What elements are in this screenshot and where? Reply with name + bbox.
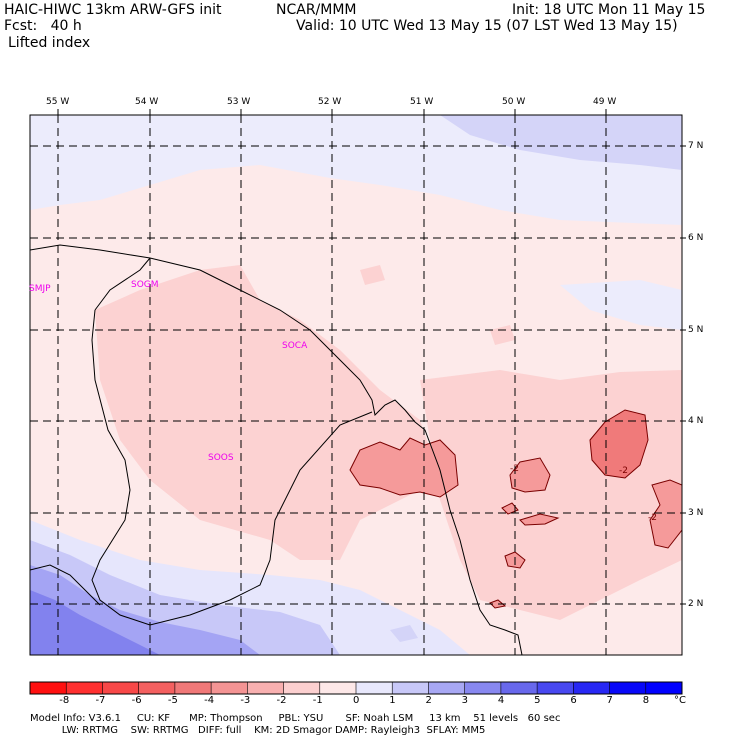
forecast-hour: Fcst: 40 h — [4, 18, 82, 34]
station-label: SOOS — [208, 453, 234, 463]
colorbar-tick-label: -7 — [95, 695, 106, 706]
negative-li-core-8 — [489, 599, 507, 609]
lat-label: 3 N — [688, 508, 704, 518]
negative-li-core-4 — [649, 479, 682, 549]
colorbar-swatch — [66, 682, 103, 694]
init-time: Init: 18 UTC Mon 11 May 15 — [512, 2, 706, 18]
border-south-west — [30, 564, 101, 606]
coastline — [30, 244, 523, 655]
colorbar-tick-label: -2 — [276, 695, 287, 706]
colorbar-tick-label: 5 — [534, 695, 541, 706]
graticule — [30, 115, 682, 655]
border-inner — [94, 257, 151, 311]
positive-li-region-northeast — [440, 115, 682, 170]
colorbar-tick-label: 3 — [461, 695, 469, 706]
organization: NCAR/MMM — [276, 2, 357, 18]
field-name: Lifted index — [8, 35, 91, 51]
colorbar-tick-label: -5 — [167, 695, 178, 706]
colorbar-tick-label: -6 — [131, 695, 142, 706]
colorbar-unit: °C — [674, 695, 686, 706]
lon-label: 54 W — [135, 97, 159, 107]
colorbar-swatch — [30, 682, 67, 694]
colorbar-swatch — [102, 682, 140, 694]
lat-label: 4 N — [688, 416, 704, 426]
lon-label: 53 W — [227, 97, 251, 107]
contour-label: -2 — [648, 513, 657, 523]
colorbar-swatch — [283, 682, 321, 694]
colorbar-swatch — [428, 682, 466, 694]
lon-label: 50 W — [502, 97, 526, 107]
negative-li-core-5 — [519, 513, 560, 526]
station-label: SOGM — [131, 280, 159, 290]
lat-label: 2 N — [688, 599, 704, 609]
map-frame — [29, 114, 683, 656]
border-west — [91, 309, 373, 626]
colorbar-tick-label: -3 — [240, 695, 251, 706]
contour-label: -2 — [510, 464, 519, 474]
colorbar-swatch — [319, 682, 357, 694]
colorbar-swatch — [356, 682, 393, 694]
positive-li-patch-south — [390, 625, 418, 642]
positive-li-patch-east — [560, 280, 682, 330]
negative-li-patch-north — [360, 265, 385, 285]
colorbar-swatch — [609, 682, 647, 694]
negative-li-core-6 — [501, 502, 519, 515]
lon-label: 49 W — [593, 97, 617, 107]
colorbar-tick-label: -4 — [204, 695, 215, 706]
negative-li-core-3 — [589, 409, 649, 479]
lat-label: 5 N — [688, 325, 704, 335]
colorbar-tick-label: 7 — [606, 695, 613, 706]
colorbar-swatch — [537, 682, 574, 694]
lon-label: 51 W — [410, 97, 434, 107]
colorbar-swatch — [174, 682, 212, 694]
colorbar-swatch — [138, 682, 176, 694]
colorbar-tick-label: 8 — [642, 695, 650, 706]
lat-label: 7 N — [688, 141, 704, 151]
colorbar-swatch — [464, 682, 502, 694]
colorbar-tick-label: -1 — [312, 695, 323, 706]
axis-ticks — [57, 109, 686, 605]
negative-li-patch-mid — [490, 325, 515, 345]
model-info-line1: Model Info: V3.6.1 CU: KF MP: Thompson P… — [30, 713, 561, 724]
colorbar-swatch — [211, 682, 248, 694]
positive-li-region-southwest-4 — [30, 590, 160, 655]
colorbar-swatch — [500, 682, 538, 694]
colorbar-swatch — [247, 682, 285, 694]
colorbar-swatch — [573, 682, 611, 694]
colorbar-swatch — [392, 682, 429, 694]
valid-time: Valid: 10 UTC Wed 13 May 15 (07 LST Wed … — [296, 18, 678, 34]
station-label: SMJP — [29, 284, 51, 294]
model-info-line2: LW: RRTMG SW: RRTMG DIFF: full KM: 2D Sm… — [30, 725, 486, 736]
lat-label: 6 N — [688, 233, 704, 243]
colorbar — [29, 681, 683, 695]
station-label: SOCA — [282, 341, 308, 351]
lon-label: 55 W — [46, 97, 70, 107]
negative-li-core-1 — [349, 437, 459, 498]
negative-li-core-2 — [509, 457, 551, 493]
colorbar-tick-label: 1 — [389, 695, 396, 706]
contour-label: -2 — [619, 466, 628, 476]
colorbar-tick-label: 0 — [353, 695, 360, 706]
lon-label: 52 W — [318, 97, 342, 107]
colorbar-tick-label: 4 — [497, 695, 505, 706]
colorbar-tick-label: 6 — [570, 695, 577, 706]
model-title: HAIC-HIWC 13km ARW-GFS init — [4, 2, 222, 18]
colorbar-swatch — [645, 682, 683, 694]
colorbar-tick-label: -8 — [59, 695, 70, 706]
colorbar-tick-label: 2 — [425, 695, 432, 706]
negative-li-region-inland — [95, 265, 440, 560]
